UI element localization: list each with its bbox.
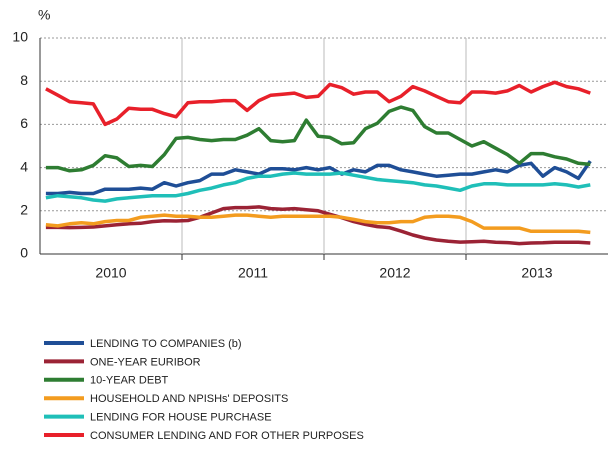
series-line (45, 171, 591, 203)
legend-label: HOUSEHOLD AND NPISHs' DEPOSITS (90, 393, 288, 405)
x-group-label: 2011 (238, 265, 268, 281)
legend-label: LENDING FOR HOUSE PURCHASE (90, 412, 272, 424)
legend-label: CONSUMER LENDING AND FOR OTHER PURPOSES (90, 430, 364, 442)
series-line (45, 160, 592, 196)
legend-label: LENDING TO COMPANIES (b) (90, 338, 242, 350)
y-tick-label: 10 (12, 29, 28, 45)
series-line (45, 213, 591, 235)
legend-label: 10-YEAR DEBT (90, 375, 169, 387)
y-tick-label: 2 (20, 202, 28, 218)
x-group-label: 2012 (379, 265, 410, 281)
legend-label: ONE-YEAR EURIBOR (90, 356, 201, 368)
y-tick-label: 6 (20, 115, 28, 131)
y-tick-label: 4 (20, 158, 28, 174)
y-tick-label: 0 (20, 245, 28, 261)
x-group-label: 2013 (521, 265, 552, 281)
x-group-label: 2010 (95, 265, 126, 281)
y-unit: % (38, 7, 50, 23)
series-line (45, 105, 591, 173)
y-tick-label: 8 (20, 72, 28, 88)
series-line (45, 80, 591, 127)
series-line (45, 205, 591, 246)
